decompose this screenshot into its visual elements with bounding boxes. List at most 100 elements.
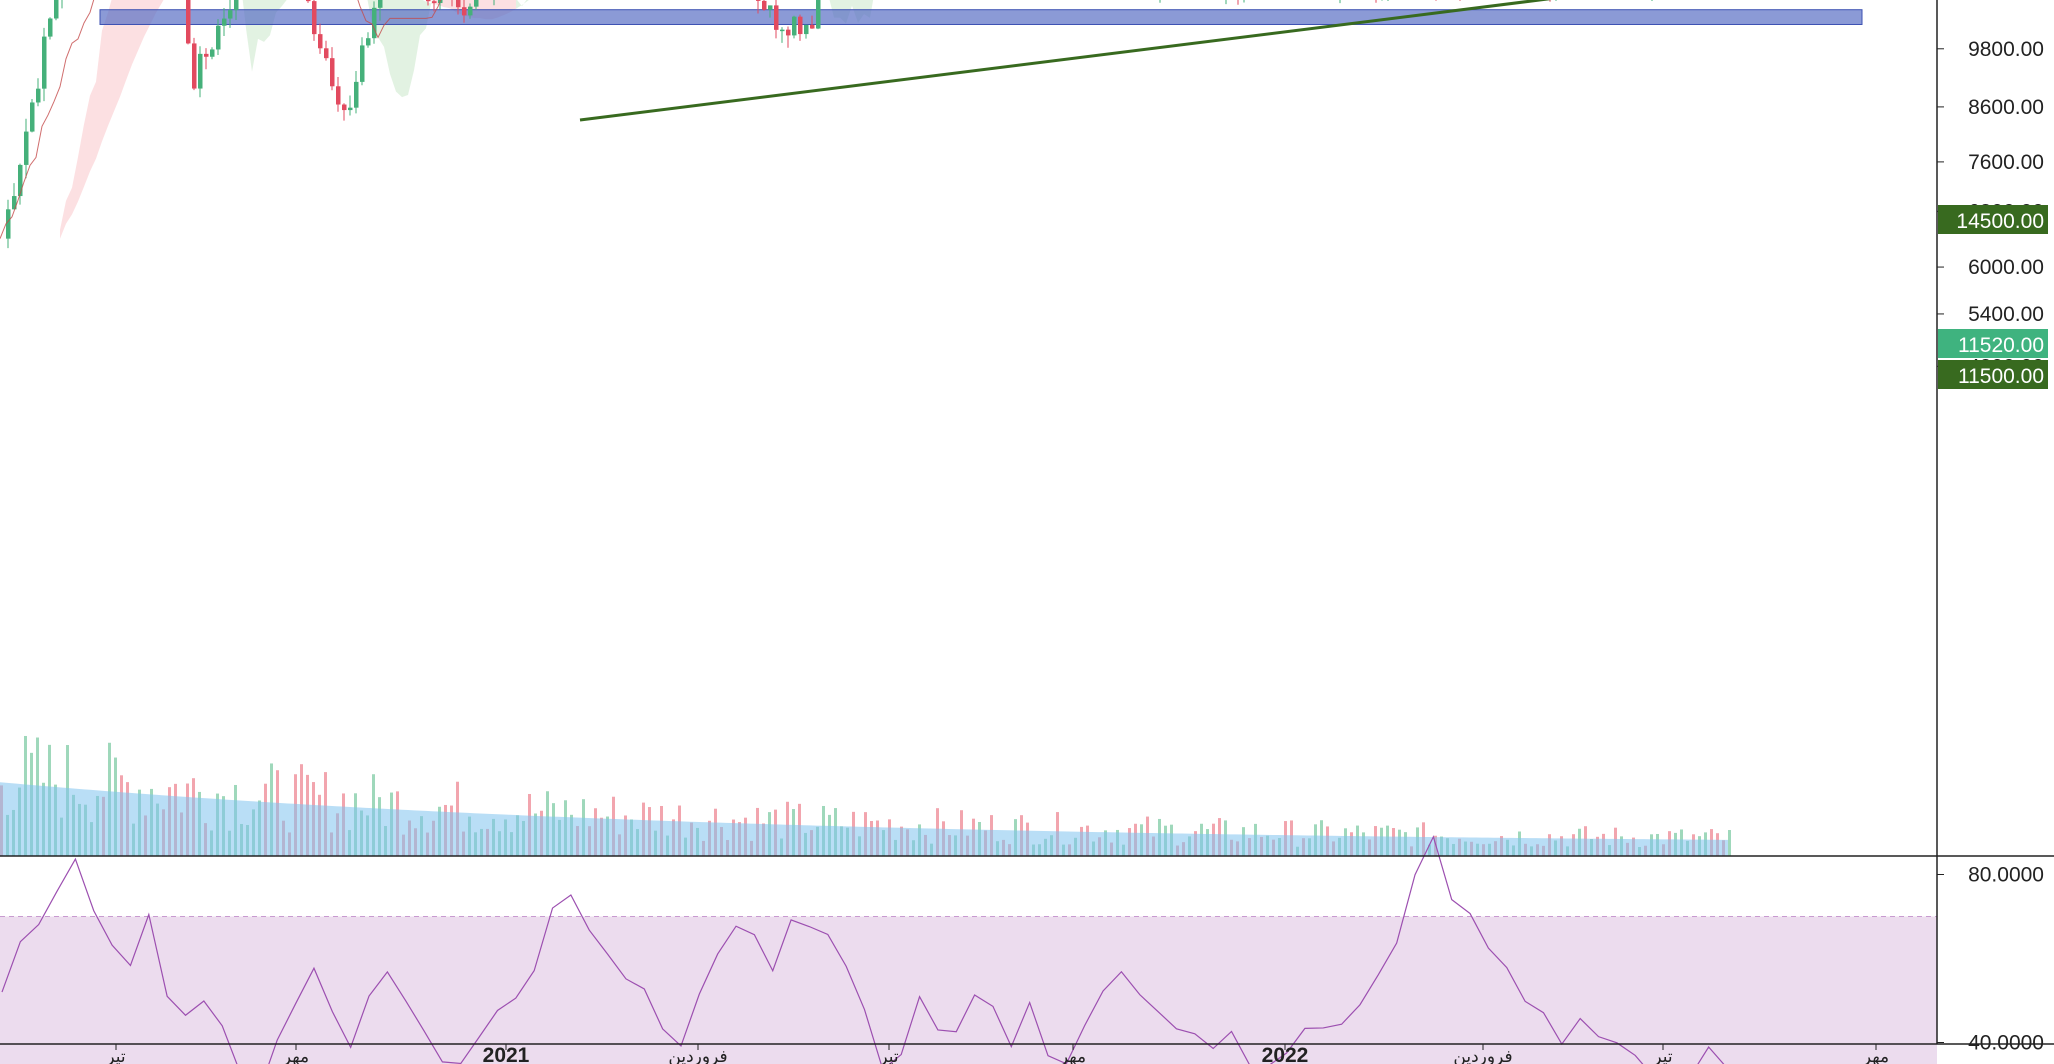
y-tick-label: 11200.00 [1958, 0, 2044, 1]
cloud-segment [108, 0, 114, 126]
candle-body [324, 48, 329, 59]
trendline [579, 0, 1552, 122]
candle-body [474, 0, 479, 7]
candle-body [810, 24, 815, 29]
x-tick-label: تیر [105, 1047, 126, 1064]
candle-body [30, 102, 35, 132]
y-tick-label: 5400.00 [1968, 303, 2044, 326]
candle-body [222, 18, 227, 26]
x-tick-label: مهر [282, 1047, 309, 1064]
cloud-segment [444, 0, 450, 9]
candle-body [366, 38, 371, 46]
cloud-segment [510, 0, 516, 13]
candle-body [762, 0, 767, 10]
candle-body [12, 196, 17, 210]
candle-body [426, 0, 431, 2]
volume-layer [0, 735, 1731, 856]
cloud-segment [522, 0, 528, 7]
x-tick-label: تیر [878, 1047, 899, 1064]
candle-body [816, 0, 821, 29]
candle-body [54, 0, 59, 19]
candle-body [198, 53, 203, 89]
cloud-segment [66, 187, 72, 224]
cloud-segment [528, 0, 529, 1]
rsi-tick-label: 40.0000 [1968, 1032, 2044, 1055]
candle-body [378, 0, 383, 8]
candle-body [336, 86, 341, 105]
cloud-segment [426, 0, 432, 29]
rsi-line [1, 835, 1725, 1064]
candle-body [318, 34, 323, 49]
x-tick-label: 2021 [483, 1044, 530, 1064]
cloud-segment [829, 0, 834, 18]
candle-body [228, 10, 233, 19]
candle-body [462, 7, 467, 16]
candle-body [36, 88, 41, 103]
cloud-segment [84, 95, 90, 187]
candle-body [348, 107, 353, 111]
cloud-segment [102, 12, 108, 142]
price-label-text: 11500.00 [1958, 365, 2044, 388]
cloud-segment [367, 0, 372, 24]
cloud-segment [72, 157, 78, 215]
cloud-segment [162, 0, 164, 3]
candle-body [6, 209, 11, 239]
candles-layer [0, 0, 1653, 249]
candle-body [234, 0, 239, 11]
y-tick-label: 6000.00 [1968, 256, 2044, 279]
candle-body [330, 58, 335, 87]
price-label-text: 14500.00 [1956, 210, 2044, 233]
x-tick-label: تیر [1652, 1047, 1673, 1064]
levels-layer [579, 0, 1552, 122]
candle-body [360, 45, 365, 82]
volume-ma-area [0, 782, 1728, 856]
y-tick-label: 9800.00 [1968, 38, 2044, 61]
candle-body [24, 131, 29, 165]
price-label-text: 11520.00 [1958, 334, 2044, 357]
rsi-tick-label: 80.0000 [1968, 864, 2044, 887]
y-tick-label: 7600.00 [1968, 151, 2044, 174]
candle-body [48, 18, 53, 37]
candle-body [312, 1, 317, 35]
candle-body [306, 0, 311, 2]
price-label-box [1938, 360, 2048, 389]
candle-body [756, 0, 761, 1]
candle-body [786, 29, 791, 36]
cloud-segment [78, 124, 84, 202]
candle-body [780, 29, 785, 32]
cloud-segment [282, 0, 287, 7]
candle-body [792, 16, 797, 36]
cloud-segment [96, 30, 102, 159]
cloud-segment [90, 81, 96, 172]
x-tick-label: مهر [1862, 1047, 1889, 1064]
cloud-segment [516, 0, 522, 9]
x-tick-label: فروردین [1453, 1047, 1512, 1064]
candle-body [354, 81, 359, 108]
candle-body [42, 36, 47, 89]
candle-body [768, 5, 773, 10]
rsi-panel [0, 835, 1937, 1064]
x-tick-label: فروردین [668, 1047, 727, 1064]
volume-bar [1728, 830, 1731, 856]
candle-body [774, 5, 779, 30]
x-tick-label: 2022 [1262, 1044, 1309, 1064]
candle-body [342, 104, 347, 111]
candle-body [432, 1, 437, 4]
candle-body [798, 16, 803, 35]
y-tick-label: 8600.00 [1968, 96, 2044, 119]
cloud-segment [60, 200, 66, 239]
candle-body [186, 0, 191, 44]
candle-body [18, 164, 23, 197]
rsi-band [0, 916, 1937, 1064]
x-tick-label: مهر [1059, 1047, 1086, 1064]
candle-body [192, 43, 197, 89]
candle-body [456, 0, 461, 8]
candle-body [204, 53, 209, 57]
candle-body [468, 6, 473, 16]
price-label-box [1938, 329, 2048, 358]
candle-body [210, 49, 215, 57]
candle-body [372, 7, 377, 39]
